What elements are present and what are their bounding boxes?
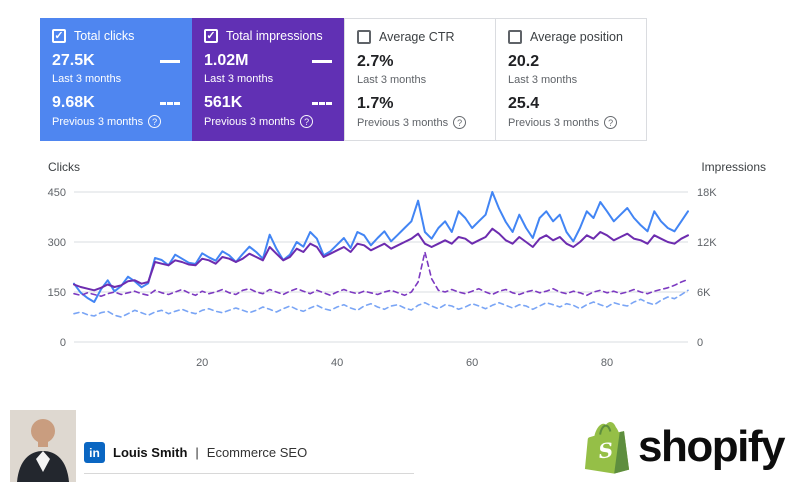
help-icon[interactable] <box>300 115 314 128</box>
card-total-impressions[interactable]: Total impressions 1.02M Last 3 months 56… <box>192 18 344 141</box>
checkbox-unchecked-icon[interactable] <box>508 30 522 44</box>
previous-value: 25.4 <box>508 95 540 112</box>
card-average-ctr[interactable]: Average CTR 2.7% Last 3 months 1.7% Prev… <box>344 18 496 141</box>
checkbox-checked-icon[interactable] <box>204 29 218 43</box>
author-name: Louis Smith <box>113 445 188 460</box>
author-role: Ecommerce SEO <box>206 445 308 460</box>
current-value: 20.2 <box>508 53 540 70</box>
shopify-bag-icon: S <box>584 421 630 474</box>
solid-line-indicator <box>160 59 180 63</box>
checkbox-checked-icon[interactable] <box>52 29 66 43</box>
shopify-wordmark: shopify <box>638 422 785 471</box>
help-icon[interactable] <box>453 116 467 129</box>
solid-line-indicator <box>312 59 332 63</box>
right-axis-tick-label: 0 <box>697 337 703 349</box>
card-label: Total clicks <box>74 29 135 43</box>
left-axis-tick-label: 300 <box>48 237 66 249</box>
checkbox-unchecked-icon[interactable] <box>357 30 371 44</box>
previous-period-label: Previous 3 months <box>52 115 180 128</box>
x-axis-tick-label: 40 <box>331 357 343 369</box>
x-axis-tick-label: 80 <box>601 357 613 369</box>
current-period-label: Last 3 months <box>357 74 427 86</box>
card-label: Average CTR <box>379 30 455 44</box>
series-impressions-current <box>73 227 689 292</box>
current-period-label: Last 3 months <box>204 73 274 85</box>
x-axis-tick-label: 60 <box>466 357 478 369</box>
left-axis-tick-label: 0 <box>60 337 66 349</box>
left-axis-tick-label: 150 <box>48 287 66 299</box>
series-clicks-current <box>73 191 689 303</box>
current-value: 27.5K <box>52 52 95 69</box>
current-value: 1.02M <box>204 52 249 69</box>
dashed-line-indicator <box>312 101 332 105</box>
credit-separator: | <box>195 445 199 460</box>
louis-smith-photo <box>10 410 76 482</box>
x-axis-tick-label: 20 <box>196 357 208 369</box>
card-average-position[interactable]: Average position 20.2 Last 3 months 25.4… <box>495 18 647 141</box>
series-impressions-previous <box>73 251 689 297</box>
right-axis-title: Impressions <box>701 160 766 174</box>
performance-chart[interactable]: 0 150 300 450 0 6K 12K 18K 20 40 60 80 <box>24 178 776 378</box>
performance-chart-section: Clicks Impressions 0 150 300 450 0 6K 12K 18K 20… <box>24 160 776 378</box>
left-axis-title: Clicks <box>48 160 80 174</box>
linkedin-icon[interactable]: in <box>84 442 105 463</box>
dashed-line-indicator <box>160 101 180 105</box>
help-icon[interactable] <box>148 115 162 128</box>
card-total-clicks[interactable]: Total clicks 27.5K Last 3 months 9.68K P… <box>40 18 192 141</box>
current-period-label: Last 3 months <box>52 73 122 85</box>
author-credit: in Louis Smith | Ecommerce SEO <box>84 442 414 474</box>
card-label: Total impressions <box>226 29 323 43</box>
right-axis-tick-label: 12K <box>697 237 717 249</box>
previous-value: 561K <box>204 94 243 111</box>
previous-period-label: Previous 3 months <box>508 116 634 129</box>
right-axis-tick-label: 6K <box>697 287 711 299</box>
series-clicks-previous <box>73 289 689 318</box>
shopify-logo: S shopify <box>584 420 785 474</box>
left-axis-tick-label: 450 <box>48 187 66 199</box>
previous-period-label: Previous 3 months <box>357 116 483 129</box>
card-label: Average position <box>530 30 623 44</box>
svg-text:S: S <box>597 438 614 463</box>
help-icon[interactable] <box>604 116 618 129</box>
metric-cards-row: Total clicks 27.5K Last 3 months 9.68K P… <box>40 18 647 141</box>
current-value: 2.7% <box>357 53 394 70</box>
previous-value: 9.68K <box>52 94 95 111</box>
right-axis-tick-label: 18K <box>697 187 717 199</box>
previous-period-label: Previous 3 months <box>204 115 332 128</box>
previous-value: 1.7% <box>357 95 394 112</box>
current-period-label: Last 3 months <box>508 74 578 86</box>
